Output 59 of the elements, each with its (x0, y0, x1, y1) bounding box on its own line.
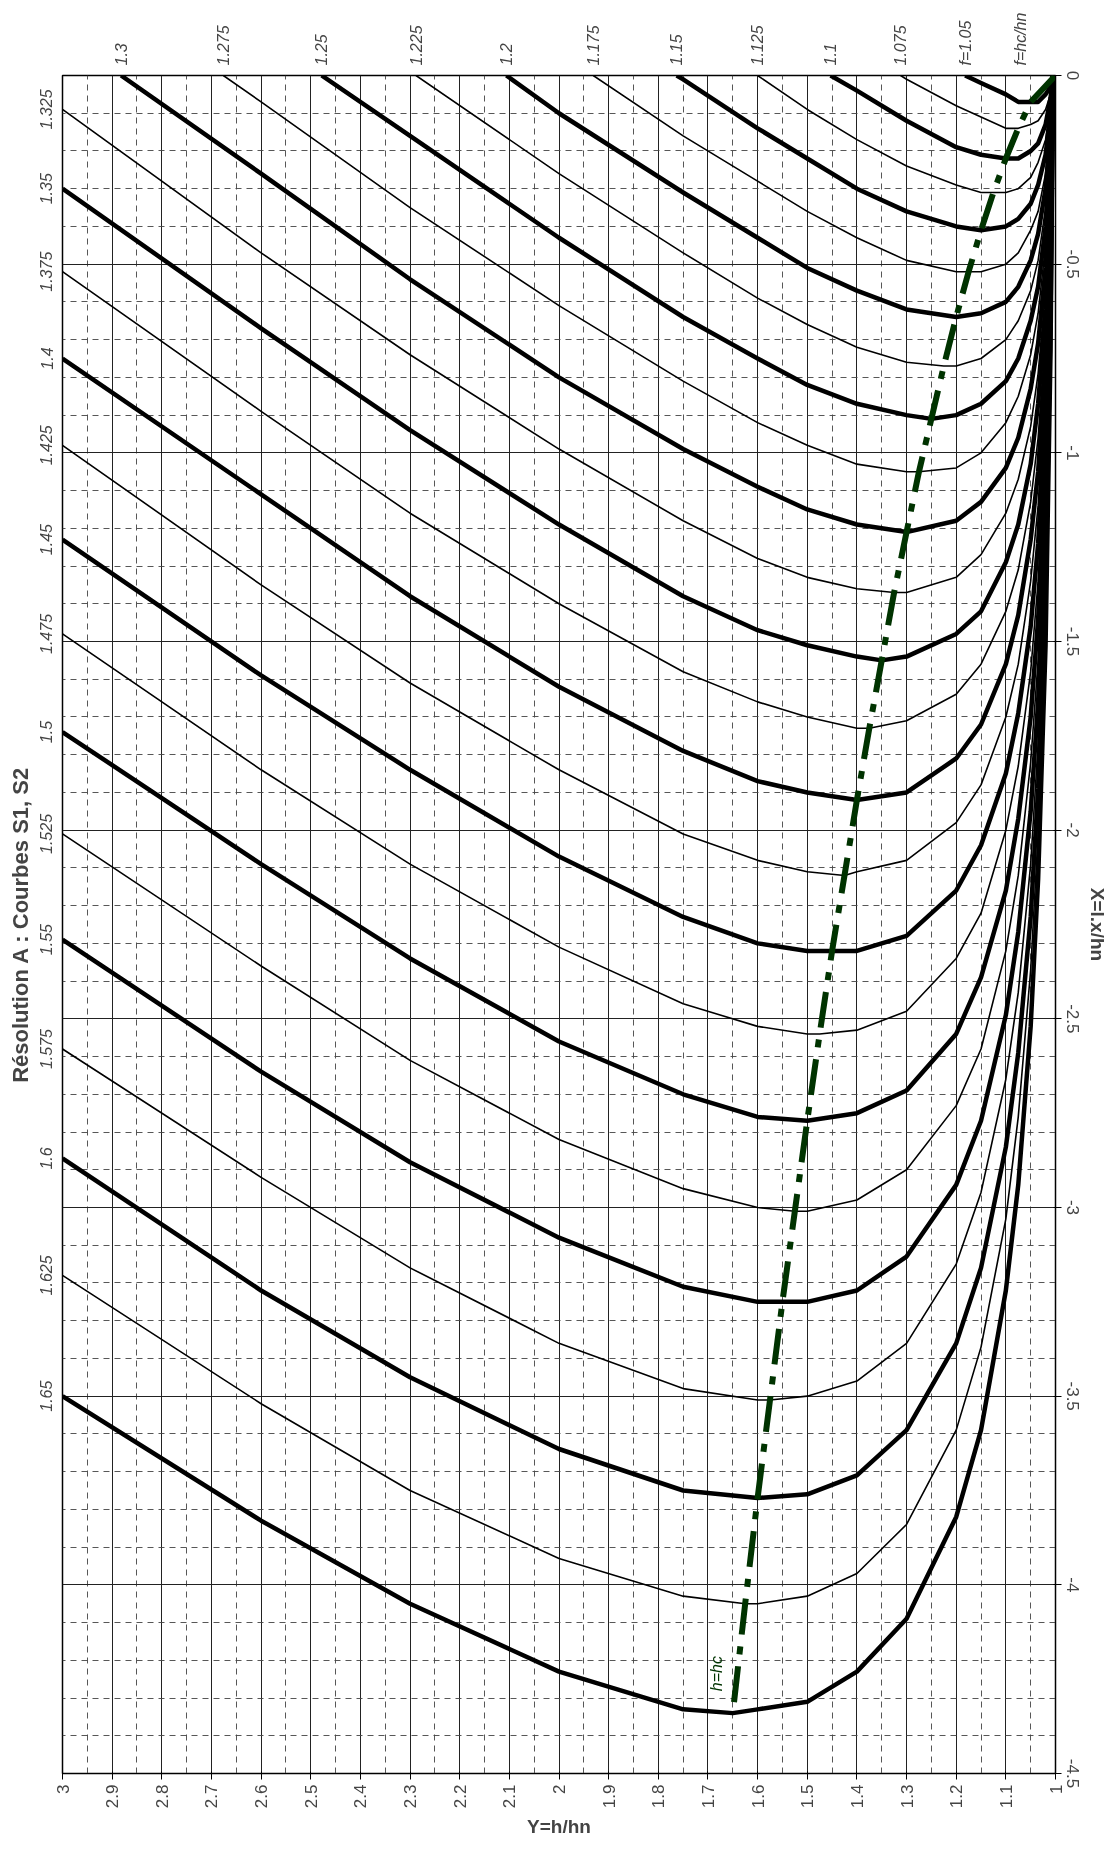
text: 1.5 (38, 720, 56, 744)
x-tick-label: 1.8 (649, 1784, 669, 1809)
text: 1.15 (668, 34, 686, 66)
text: f=hc/hn (1012, 12, 1030, 66)
y-tick-label: -3 (1062, 1199, 1082, 1216)
x-tick-label: 1.6 (748, 1784, 768, 1809)
x-tick-label: 2.7 (202, 1784, 222, 1809)
x-axis-title: Y=h/hn (527, 1816, 591, 1838)
text: 1.125 (749, 25, 767, 66)
y-tick-label: -0.5 (1062, 249, 1082, 279)
x-tick-label: 2.8 (152, 1784, 172, 1809)
x-tick-label: 2.9 (103, 1784, 123, 1809)
x-tick-label: 1.1 (996, 1784, 1016, 1809)
text: 1.3 (112, 43, 130, 66)
text: 1.425 (38, 425, 56, 466)
y-tick-label: -4 (1062, 1577, 1082, 1593)
y-tick-label: -1.5 (1062, 626, 1082, 657)
text: 1.475 (38, 613, 56, 654)
x-tick-label: 2.1 (500, 1784, 520, 1809)
y-tick-label: -1 (1062, 445, 1082, 461)
x-tick-label: 1.9 (599, 1784, 619, 1809)
x-tick-label: 2.4 (351, 1784, 371, 1809)
text: 1.275 (214, 25, 232, 66)
text: 1.625 (38, 1255, 56, 1296)
text: 1.2 (497, 43, 515, 66)
y-tick-label: 0 (1062, 70, 1082, 81)
y-tick-label: -2 (1062, 822, 1082, 838)
x-tick-label: 2.6 (252, 1784, 272, 1809)
text: f=1.05 (956, 20, 974, 66)
x-tick-label: 1.2 (947, 1784, 967, 1809)
y-axis-title: X=l.x/hn (1086, 887, 1108, 962)
x-tick-label: 1.3 (897, 1784, 917, 1809)
text: 1.35 (38, 173, 56, 205)
text: 1.1 (822, 43, 840, 66)
text: 1.225 (407, 25, 425, 66)
y-tick-label: -2.5 (1062, 1004, 1082, 1034)
text: 1.325 (38, 89, 56, 130)
text: 1.25 (313, 34, 331, 66)
x-tick-label: 2.5 (301, 1784, 321, 1809)
text: h=hc (707, 1655, 725, 1692)
y-tick-label: -3.5 (1062, 1381, 1082, 1411)
x-tick-label: 2 (550, 1784, 569, 1794)
text: Résolution A : Courbes S1, S2 (7, 767, 33, 1083)
text: 1.45 (38, 523, 56, 556)
x-tick-label: 2.2 (450, 1784, 470, 1809)
x-tick-label: 3 (53, 1784, 73, 1794)
text: 1.4 (38, 347, 56, 370)
text: 1.65 (38, 1380, 56, 1412)
text: 1.6 (38, 1147, 56, 1170)
text: 1.575 (38, 1028, 56, 1070)
text: 1.075 (892, 25, 910, 66)
x-tick-label: 2.3 (401, 1784, 421, 1809)
text: 1.525 (38, 813, 56, 854)
x-tick-label: 1.7 (698, 1784, 718, 1809)
text: 1.375 (38, 251, 56, 292)
text: 1.175 (584, 25, 602, 66)
x-tick-label: 1.5 (798, 1784, 818, 1809)
text: 1.55 (38, 923, 56, 956)
x-tick-label: 1.4 (847, 1784, 867, 1809)
